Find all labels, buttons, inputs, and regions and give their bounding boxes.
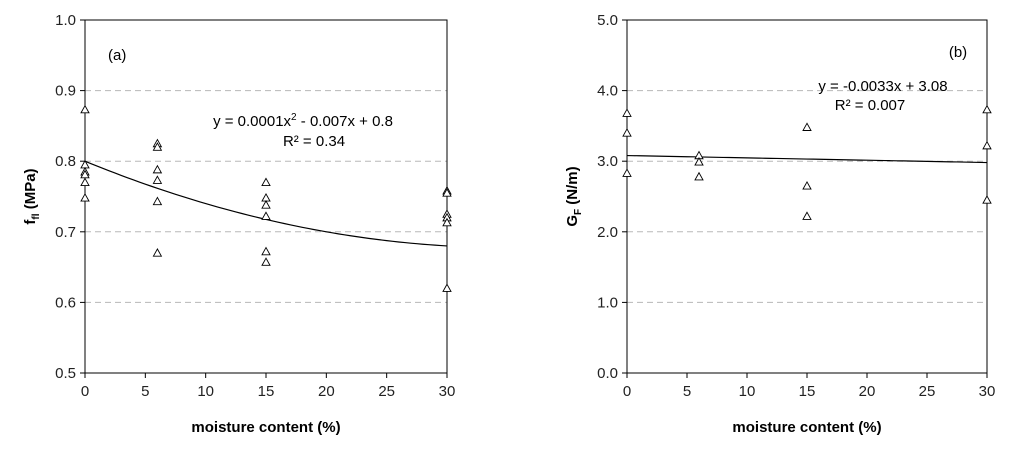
y-axis-title-unit: (N/m) (564, 166, 581, 209)
data-point (802, 211, 812, 220)
x-tick-label: 0 (623, 383, 631, 400)
y-tick-label: 1.0 (55, 12, 76, 29)
y-tick-label: 5.0 (597, 12, 618, 29)
data-point (442, 217, 452, 227)
plot-frame (626, 19, 988, 374)
y-axis-title-main: G (564, 215, 581, 227)
y-tick-label: 4.0 (597, 83, 618, 100)
data-point (261, 211, 271, 220)
r-squared: R² = 0.007 (835, 97, 905, 114)
data-point (261, 246, 271, 256)
y-tick-label: 0.8 (55, 153, 76, 170)
equation-main: y = 0.0001x (213, 113, 291, 130)
data-point (622, 168, 632, 177)
x-tick-label: 5 (141, 383, 149, 400)
panel-label: (a) (108, 47, 126, 64)
x-tick-label: 10 (739, 383, 756, 400)
y-tick-label: 0.5 (55, 365, 76, 382)
x-axis-title: moisture content (%) (191, 419, 340, 436)
data-point (261, 177, 271, 187)
data-point (982, 104, 992, 114)
x-tick-label: 15 (258, 383, 275, 400)
chart-panel-1: 0.5 0.6 0.7 0.8 0.9 1.0 0 5 10 15 20 25 30 moisture c… (22, 12, 455, 436)
data-point (261, 257, 271, 266)
y-tick-label: 0.0 (597, 365, 618, 382)
y-axis-title: ffl (MPa) (22, 168, 42, 224)
chart-panel-2: 0.0 1.0 2.0 3.0 4.0 5.0 0 5 10 15 20 25 30 moisture c… (564, 12, 995, 436)
data-point (80, 177, 90, 187)
equation-rest: - 0.007x + 0.8 (297, 113, 393, 130)
y-tick-label: 0.6 (55, 294, 76, 311)
x-tick-label: 15 (799, 383, 816, 400)
data-point (802, 122, 812, 131)
data-point (80, 104, 90, 114)
x-tick-label: 5 (683, 383, 691, 400)
y-tick-label: 0.7 (55, 224, 76, 241)
equation-superscript: 2 (291, 112, 297, 123)
y-tick-label: 3.0 (597, 153, 618, 170)
equation-main: y = -0.0033x + 3.08 (818, 78, 947, 95)
data-point (982, 195, 992, 204)
data-point (694, 171, 704, 181)
trendline-equation: y = -0.0033x + 3.08 (818, 78, 947, 95)
x-tick-label: 30 (439, 383, 456, 400)
data-point (802, 180, 812, 190)
y-axis-title-subscript: fl (31, 213, 42, 219)
y-axis-title-unit: (MPa) (22, 168, 39, 213)
trendline (626, 154, 988, 164)
x-axis-title: moisture content (%) (732, 419, 881, 436)
y-tick-label: 0.9 (55, 83, 76, 100)
data-point (622, 128, 632, 137)
y-tick-label: 2.0 (597, 224, 618, 241)
data-point (152, 248, 163, 257)
data-point (442, 188, 452, 197)
data-point (442, 283, 452, 292)
x-tick-label: 30 (979, 383, 996, 400)
data-point (694, 156, 704, 166)
data-point (152, 142, 163, 151)
data-point (261, 200, 271, 209)
data-point (80, 192, 90, 202)
x-tick-label: 20 (859, 383, 876, 400)
x-tick-label: 25 (919, 383, 936, 400)
panel-label: (b) (949, 44, 967, 61)
x-tick-label: 20 (318, 383, 335, 400)
data-point (622, 108, 632, 117)
data-point (982, 140, 992, 150)
data-point (152, 196, 163, 206)
x-tick-label: 0 (81, 383, 89, 400)
trendline-equation: y = 0.0001x2 - 0.007x + 0.8 (213, 112, 393, 130)
y-axis-title-main: f (22, 219, 39, 225)
y-axis-title: GF (N/m) (564, 166, 584, 226)
data-point (152, 164, 163, 174)
r-squared: R² = 0.34 (283, 133, 345, 150)
y-tick-label: 1.0 (597, 294, 618, 311)
data-point (152, 175, 163, 184)
x-tick-label: 25 (378, 383, 395, 400)
y-axis-title-subscript: F (573, 209, 584, 215)
x-tick-label: 10 (197, 383, 214, 400)
data-point (261, 192, 271, 202)
